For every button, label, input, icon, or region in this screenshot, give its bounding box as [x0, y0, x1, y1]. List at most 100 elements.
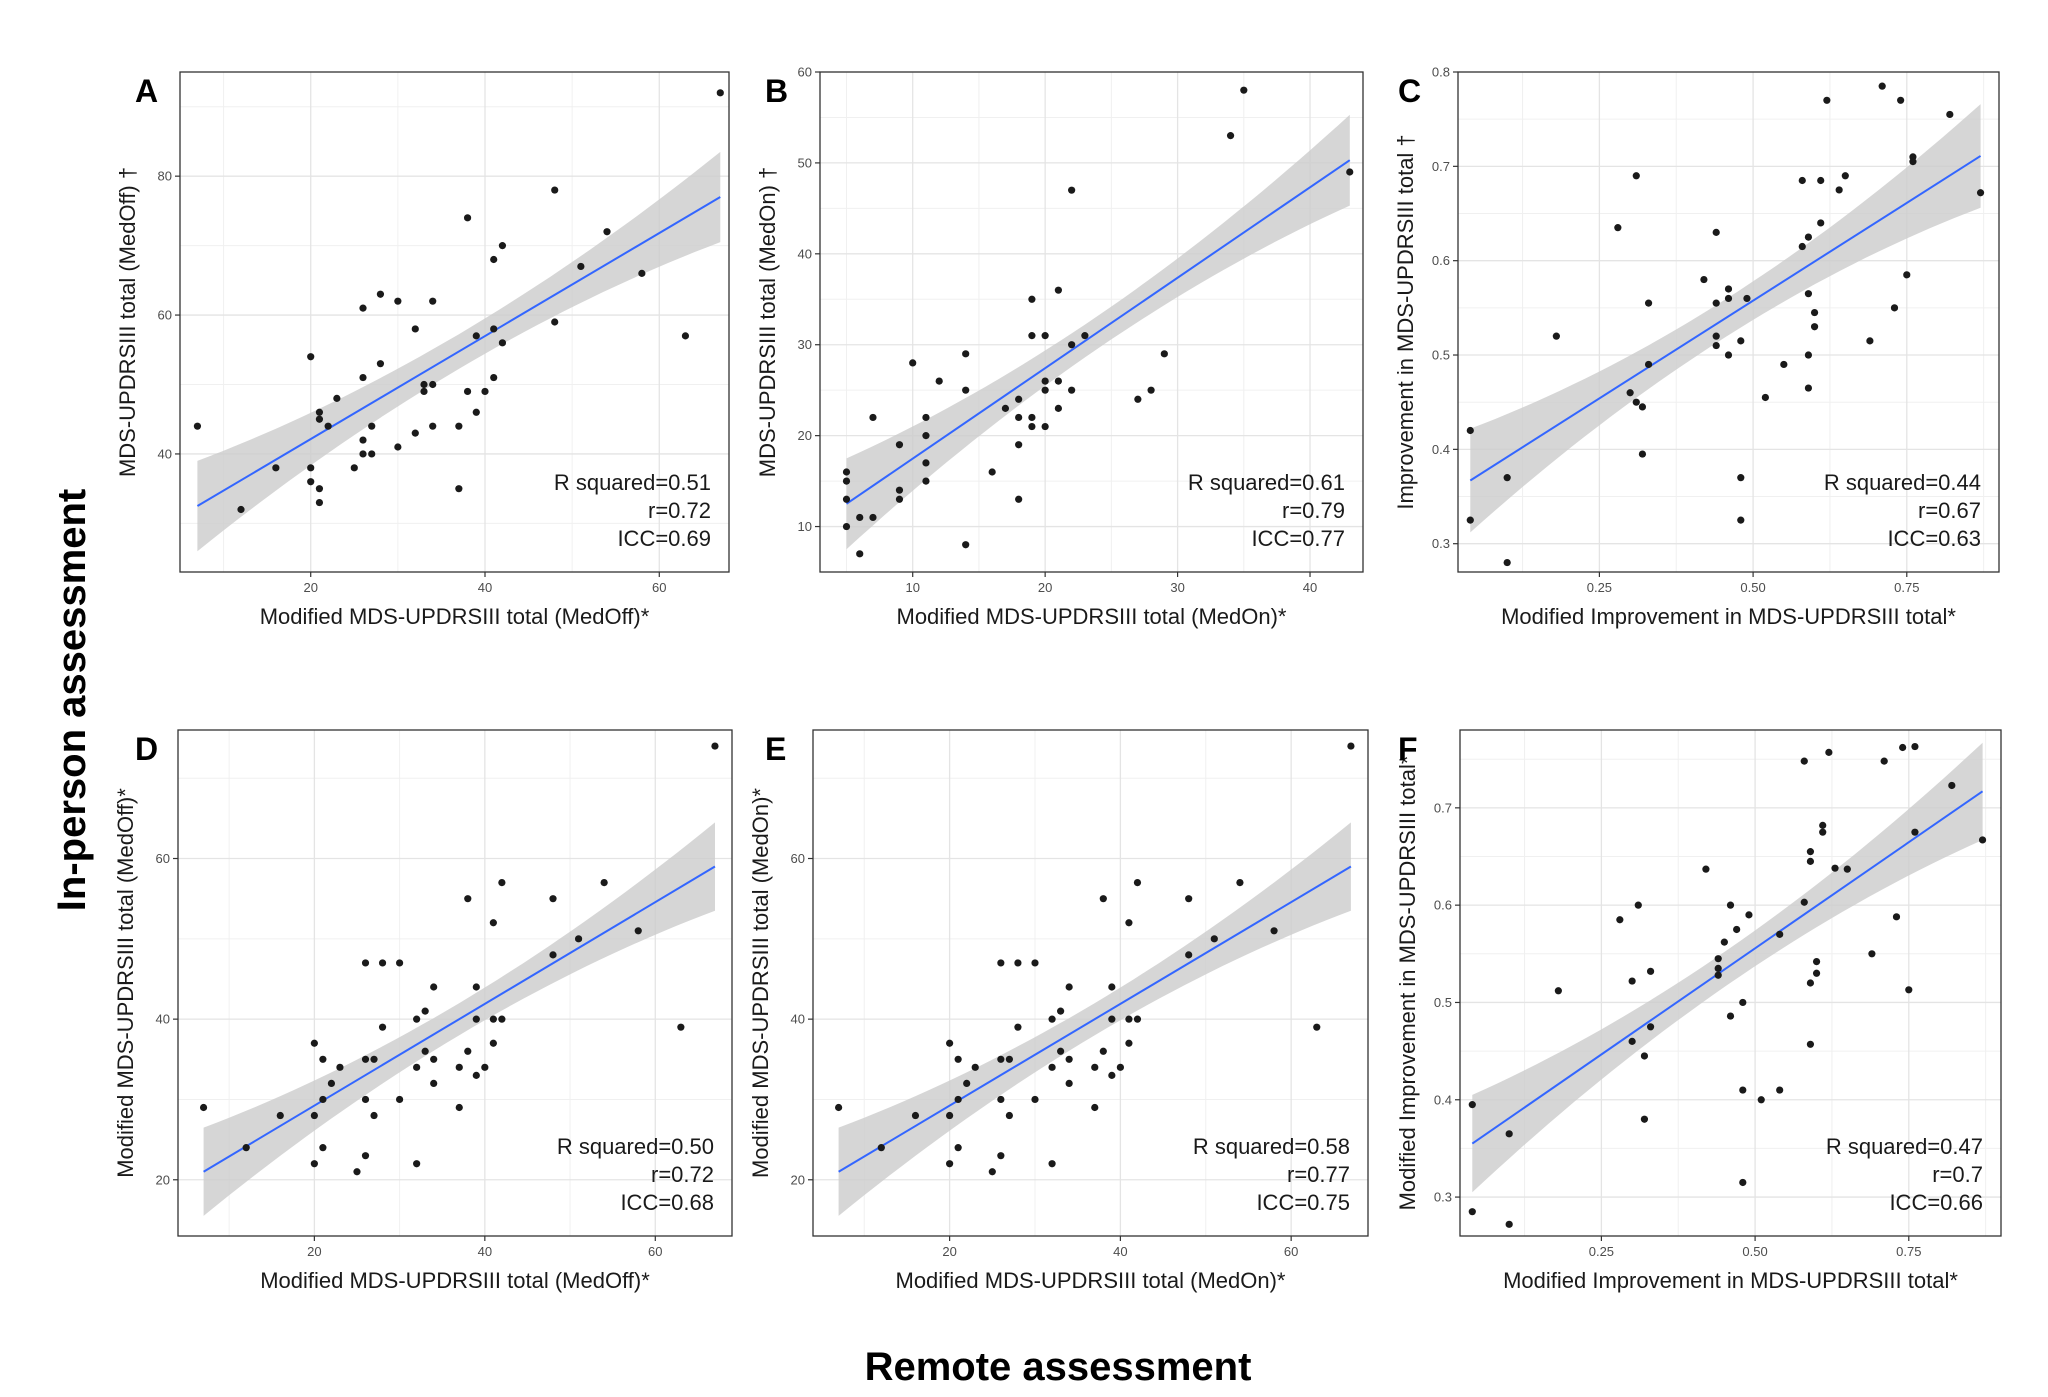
x-tick-label: 20	[303, 580, 317, 595]
data-point	[1724, 351, 1733, 359]
stat-annotation: ICC=0.77	[1251, 526, 1345, 551]
fit-line	[838, 865, 1352, 1173]
data-point	[1831, 864, 1839, 872]
data-point	[842, 495, 851, 503]
x-tick-label: 60	[1284, 1244, 1298, 1259]
data-point	[895, 495, 904, 503]
data-point	[997, 959, 1005, 967]
data-point	[1031, 959, 1039, 967]
data-point	[1724, 285, 1733, 293]
plot-border	[177, 729, 733, 1237]
y-tick-label: 80	[158, 169, 172, 184]
plot-border	[1459, 729, 2002, 1237]
data-point	[472, 1071, 480, 1079]
fit-line	[196, 196, 721, 507]
data-point	[909, 359, 917, 367]
stat-annotation: R squared=0.47	[1826, 1134, 1983, 1159]
x-tick-label: 40	[478, 580, 492, 595]
y-tick-label: 0.3	[1432, 536, 1450, 551]
data-point	[1125, 919, 1133, 927]
data-point	[411, 325, 419, 333]
data-point	[638, 269, 646, 277]
data-point	[971, 1063, 979, 1071]
panel-letter: F	[1398, 731, 1418, 767]
data-point	[1905, 986, 1913, 994]
data-point	[1880, 757, 1888, 765]
data-point	[1903, 271, 1911, 279]
data-point	[1634, 901, 1642, 909]
data-point	[1133, 879, 1142, 887]
data-point	[1028, 422, 1036, 431]
data-point	[1091, 1063, 1099, 1071]
data-point	[1028, 413, 1036, 422]
panel-d: 20 40 60 20 40 60 Modified MDS-UPDRSIII total …	[113, 729, 733, 1293]
data-point	[1041, 377, 1049, 385]
data-point	[413, 1160, 421, 1168]
stat-annotation: R squared=0.50	[557, 1134, 714, 1159]
data-point	[1041, 332, 1049, 340]
data-point	[1160, 350, 1168, 358]
data-point	[1737, 337, 1745, 345]
data-point	[1632, 172, 1640, 180]
y-axis-title: Modified MDS-UPDRSIII total (MedOn)*	[748, 788, 773, 1178]
x-axis-title: Modified MDS-UPDRSIII total (MedOff)*	[260, 1268, 650, 1293]
data-point	[551, 186, 559, 194]
data-point	[1028, 332, 1036, 340]
data-point	[681, 332, 690, 340]
data-point	[1761, 393, 1769, 402]
data-point	[376, 360, 385, 368]
data-point	[1776, 1086, 1784, 1094]
data-point	[324, 422, 332, 430]
data-point	[946, 1111, 954, 1120]
data-point	[464, 1047, 472, 1055]
stat-annotation: ICC=0.75	[1256, 1190, 1350, 1215]
data-point	[1644, 360, 1653, 369]
x-tick-label: 20	[942, 1244, 956, 1259]
data-point	[430, 1079, 438, 1087]
x-tick-label: 60	[648, 1244, 662, 1259]
data-point	[420, 380, 428, 389]
plot-border	[179, 71, 730, 573]
panel-letter: D	[135, 731, 158, 767]
panel-letter: E	[765, 731, 786, 767]
data-point	[378, 959, 387, 967]
data-point	[1978, 836, 1987, 844]
data-point	[1313, 1023, 1321, 1031]
x-tick-label: 40	[1113, 1244, 1127, 1259]
y-tick-label: 40	[798, 246, 812, 261]
data-point	[1081, 332, 1089, 340]
y-tick-label: 30	[798, 337, 812, 352]
data-point	[1048, 1160, 1056, 1168]
data-point	[193, 422, 202, 430]
data-point	[370, 1055, 378, 1063]
data-point	[1800, 898, 1808, 906]
x-axis-title: Modified Improvement in MDS-UPDRSIII tot…	[1501, 604, 1956, 629]
data-point	[1646, 1023, 1655, 1031]
data-point	[634, 927, 642, 935]
data-point	[1466, 516, 1474, 524]
data-point	[1505, 1130, 1513, 1138]
data-point	[1745, 911, 1753, 919]
data-point	[1632, 398, 1640, 406]
stat-annotation: R squared=0.58	[1193, 1134, 1350, 1159]
data-point	[1185, 951, 1193, 959]
data-point	[315, 415, 324, 423]
data-point	[361, 959, 370, 967]
data-point	[1068, 186, 1076, 194]
data-point	[869, 413, 877, 422]
data-point	[1702, 865, 1710, 873]
data-point	[376, 290, 385, 298]
y-tick-label: 0.6	[1434, 898, 1452, 913]
data-point	[1226, 132, 1235, 140]
data-point	[359, 373, 367, 382]
x-tick-label: 20	[1038, 580, 1052, 595]
data-point	[1014, 1023, 1022, 1031]
data-point	[276, 1111, 284, 1120]
data-point	[1028, 295, 1036, 303]
data-point	[310, 1111, 318, 1120]
data-point	[1899, 743, 1907, 752]
y-tick-label: 0.5	[1434, 995, 1452, 1010]
data-point	[600, 879, 608, 887]
data-point	[1210, 935, 1218, 943]
data-point	[922, 413, 930, 422]
